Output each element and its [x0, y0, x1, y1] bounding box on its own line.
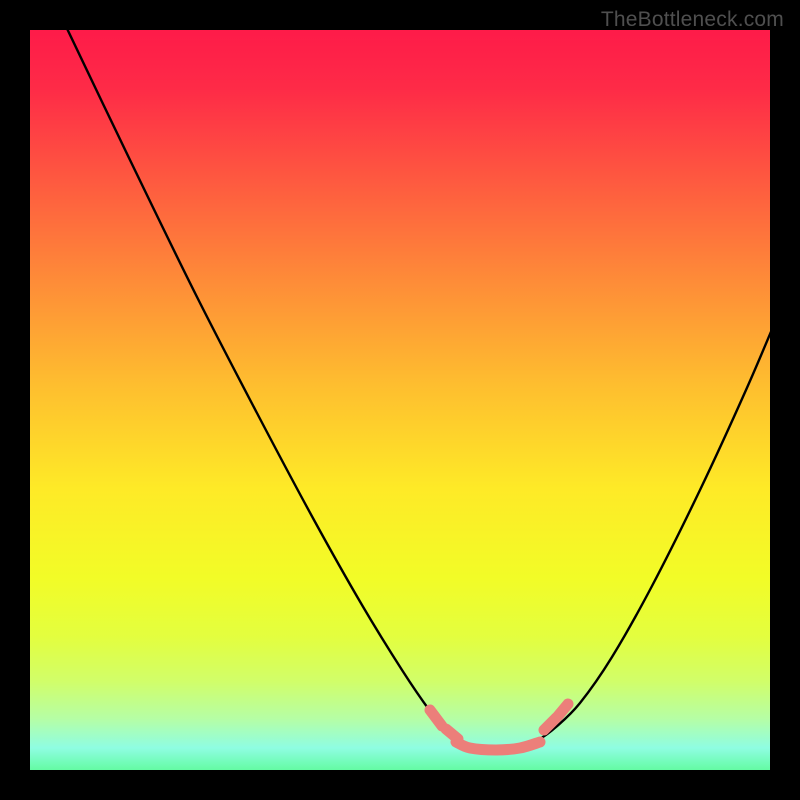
plot-gradient-background	[30, 30, 770, 770]
chart-svg	[0, 0, 800, 800]
chart-stage: TheBottleneck.com	[0, 0, 800, 800]
valley-tick	[558, 704, 568, 716]
valley-tick	[446, 729, 458, 739]
